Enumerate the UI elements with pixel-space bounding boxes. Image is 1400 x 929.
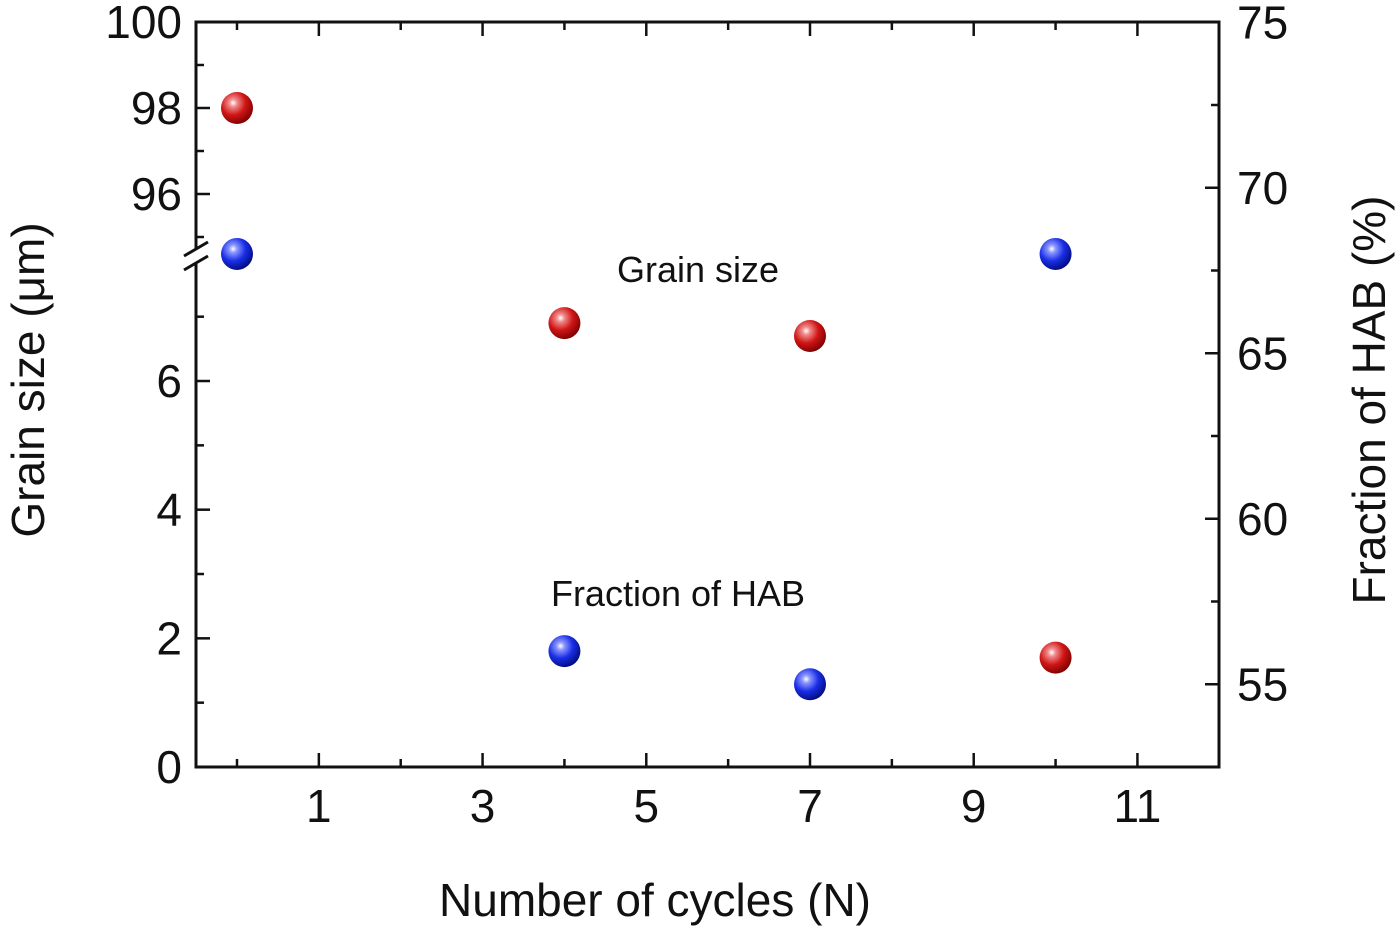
plot-frame	[194, 20, 1221, 769]
y-right-tick-label: 65	[1237, 327, 1288, 379]
x-axis-title: Number of cycles (N)	[439, 874, 871, 926]
y-left-tick-label: 2	[156, 612, 182, 664]
hab-fraction-point	[1039, 237, 1072, 270]
x-tick-label: 5	[633, 780, 659, 832]
grain-size-point	[794, 319, 826, 352]
y-axis-left-title: Grain size (μm)	[2, 222, 54, 537]
y-left-tick-label: 98	[131, 82, 182, 134]
y-left-tick-label: 96	[131, 168, 182, 220]
x-tick-label: 7	[797, 780, 823, 832]
x-tick-label: 1	[306, 780, 332, 832]
axis-break-marker	[183, 240, 210, 272]
x-tick-label: 3	[470, 780, 496, 832]
x-tick-label: 11	[1114, 780, 1162, 832]
hab-fraction-point	[548, 635, 581, 668]
y-right-tick-label: 60	[1237, 493, 1288, 545]
grain-size-point	[221, 92, 253, 124]
y-right-tick-label: 55	[1237, 658, 1288, 710]
y-axis-right-title: Fraction of HAB (%)	[1343, 196, 1395, 605]
y-right-tick-label: 70	[1237, 162, 1288, 214]
hab-fraction-point	[221, 237, 253, 270]
hab-fraction-point	[794, 668, 826, 701]
grain-size-point	[1039, 641, 1072, 674]
y-left-tick-label: 4	[156, 484, 182, 536]
y-left-tick-label: 100	[105, 0, 182, 48]
grain-size-point	[548, 307, 581, 340]
x-tick-label: 9	[961, 780, 987, 832]
annotation-fraction-of-hab: Fraction of HAB	[551, 573, 805, 614]
y-left-tick-label: 0	[156, 741, 182, 793]
annotation-grain-size: Grain size	[617, 249, 779, 290]
y-left-tick-label: 6	[156, 355, 182, 407]
y-right-tick-label: 75	[1237, 0, 1288, 48]
